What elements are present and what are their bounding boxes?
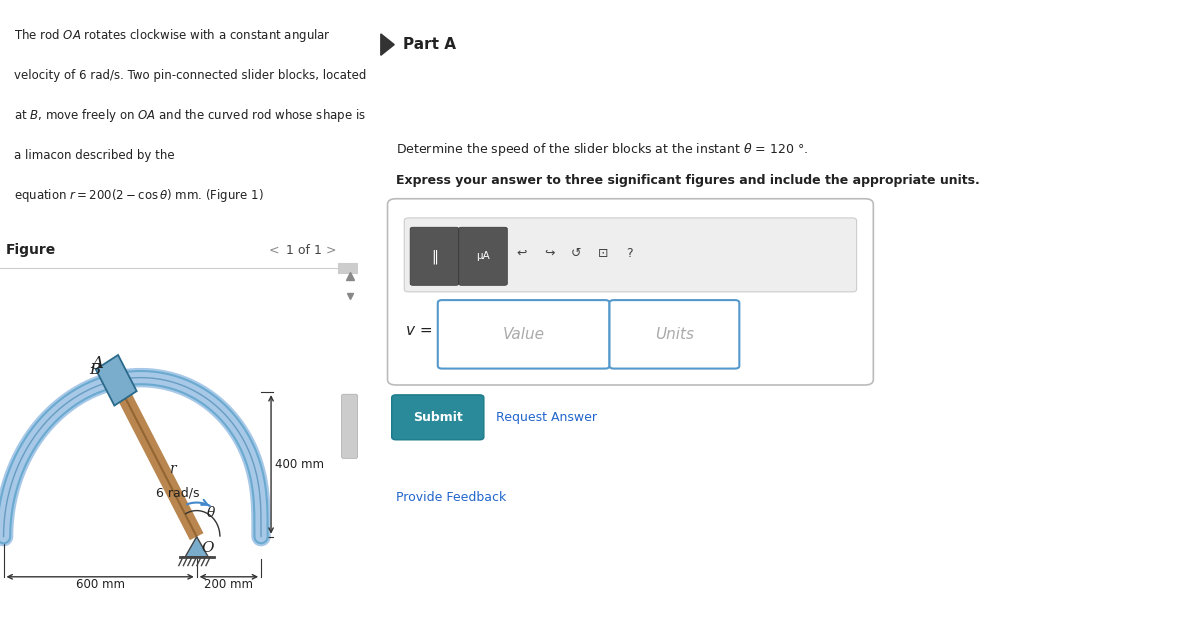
Text: a limacon described by the: a limacon described by the bbox=[14, 149, 175, 162]
FancyBboxPatch shape bbox=[391, 395, 484, 440]
Polygon shape bbox=[96, 355, 137, 406]
Text: ↩: ↩ bbox=[516, 247, 527, 260]
Text: Request Answer: Request Answer bbox=[497, 411, 598, 424]
Text: equation $r = 200(2 - \cos\theta)$ mm. (Figure 1): equation $r = 200(2 - \cos\theta)$ mm. (… bbox=[14, 187, 264, 204]
Text: velocity of 6 rad/s. Two pin-connected slider blocks, located: velocity of 6 rad/s. Two pin-connected s… bbox=[14, 69, 367, 82]
FancyBboxPatch shape bbox=[342, 394, 358, 459]
Text: Units: Units bbox=[655, 327, 694, 342]
Text: θ: θ bbox=[206, 506, 215, 520]
Text: 400 mm: 400 mm bbox=[275, 458, 324, 471]
Text: A: A bbox=[91, 355, 103, 372]
Polygon shape bbox=[380, 34, 395, 55]
Text: O: O bbox=[200, 541, 214, 555]
FancyBboxPatch shape bbox=[610, 300, 739, 369]
Text: 6 rad/s: 6 rad/s bbox=[156, 487, 199, 499]
Text: at $\mathit{B}$, move freely on $\mathit{OA}$ and the curved rod whose shape is: at $\mathit{B}$, move freely on $\mathit… bbox=[14, 107, 366, 124]
Text: ↪: ↪ bbox=[544, 247, 554, 260]
Text: r: r bbox=[169, 462, 176, 476]
Text: 1 of 1: 1 of 1 bbox=[286, 244, 322, 257]
Text: Express your answer to three significant figures and include the appropriate uni: Express your answer to three significant… bbox=[396, 174, 979, 187]
Text: >: > bbox=[325, 244, 336, 257]
FancyBboxPatch shape bbox=[438, 300, 610, 369]
FancyBboxPatch shape bbox=[388, 199, 874, 385]
FancyBboxPatch shape bbox=[404, 218, 857, 292]
Text: μA: μA bbox=[476, 251, 490, 261]
Text: ?: ? bbox=[626, 247, 632, 260]
Text: Part A: Part A bbox=[403, 37, 456, 52]
Text: Determine the speed of the slider blocks at the instant $\theta$ = 120 °.: Determine the speed of the slider blocks… bbox=[396, 141, 808, 158]
Text: Figure: Figure bbox=[5, 243, 55, 257]
Text: ⊡: ⊡ bbox=[598, 247, 608, 260]
FancyBboxPatch shape bbox=[410, 227, 458, 285]
Text: ‖: ‖ bbox=[431, 249, 438, 264]
Text: 600 mm: 600 mm bbox=[76, 578, 125, 591]
Polygon shape bbox=[185, 536, 208, 557]
Text: ↺: ↺ bbox=[571, 247, 581, 260]
Text: Value: Value bbox=[503, 327, 545, 342]
Text: Provide Feedback: Provide Feedback bbox=[396, 490, 506, 504]
Text: Submit: Submit bbox=[413, 411, 463, 424]
Text: B: B bbox=[90, 363, 101, 377]
Text: <: < bbox=[269, 244, 278, 257]
Text: The rod $\mathit{OA}$ rotates clockwise with a constant angular: The rod $\mathit{OA}$ rotates clockwise … bbox=[14, 27, 331, 44]
Text: 200 mm: 200 mm bbox=[204, 578, 253, 591]
FancyBboxPatch shape bbox=[458, 227, 508, 285]
Text: v =: v = bbox=[406, 323, 432, 338]
